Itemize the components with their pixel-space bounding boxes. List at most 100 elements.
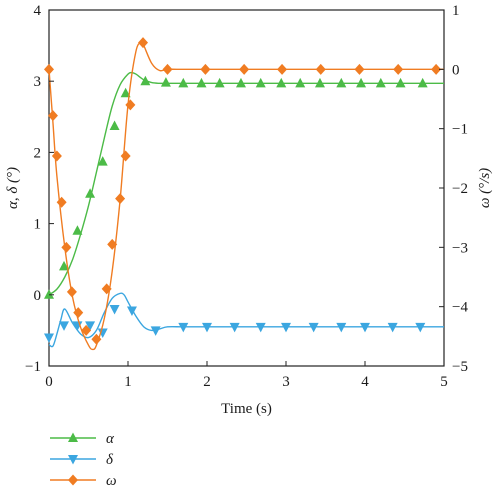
data-point [277,63,288,75]
y-left-tick-label: −1 [25,359,41,375]
data-point [417,77,428,88]
data-point [354,63,365,75]
data-point [356,77,367,88]
legend-marker [68,432,78,442]
y-right-tick-label: 0 [452,62,460,78]
data-point [178,77,189,88]
data-point [97,328,108,339]
data-point [200,63,211,75]
data-point [81,324,92,336]
data-point [85,188,96,198]
data-point [59,321,70,331]
data-point [109,120,120,131]
y-left-tick-label: 3 [34,74,42,90]
legend-item: δ [50,452,114,468]
x-tick-label: 4 [361,374,369,390]
y-left-tick-label: 2 [34,145,42,161]
data-point [431,63,442,75]
y-axis-left-label: α, δ (°) [5,167,21,209]
data-point [44,333,54,344]
data-point [314,77,325,88]
data-point [140,75,151,86]
y-left-tick-label: 4 [34,3,42,19]
legend-item: ω [50,473,117,489]
data-point [308,322,319,333]
series-layer [44,37,444,351]
data-point [255,322,266,333]
data-point [107,238,118,250]
data-point [138,37,149,49]
legend-item: α [50,431,115,447]
data-point [415,322,426,333]
y-right-tick-label: −3 [452,240,468,256]
data-point [85,321,96,331]
legend-marker [68,474,78,486]
data-point [120,87,131,98]
y-right-tick-label: −2 [452,181,468,197]
data-point [109,305,120,315]
data-point [162,63,173,75]
data-point [202,322,212,333]
data-point [387,322,398,333]
legend-marker [68,455,78,465]
data-point [59,260,70,271]
x-tick-label: 2 [203,374,211,390]
data-point [101,283,112,295]
series-line [48,41,444,351]
series-delta [44,292,444,348]
y-left-tick-label: 1 [34,217,42,233]
data-point [160,77,171,87]
data-point [44,289,54,299]
data-point [91,333,102,345]
y-left-tick-label: 0 [34,288,42,304]
plot-border [48,9,445,367]
x-tick-label: 3 [282,374,290,390]
y-right-tick-label: −1 [452,122,468,138]
data-point [56,196,67,208]
data-point [395,77,406,88]
data-point [72,225,83,235]
data-point [281,322,291,333]
series-line [48,292,444,348]
data-point [336,322,347,333]
data-point [295,77,306,88]
data-point [97,156,108,166]
data-point [115,193,126,205]
data-point [255,77,266,88]
data-point [61,241,72,253]
data-point [120,150,131,162]
plot-frame [48,9,445,367]
data-point [196,77,207,88]
data-point [239,63,250,75]
y-right-tick-label: −5 [452,359,468,375]
series-alpha [44,71,444,299]
legend: αδω [50,431,117,489]
x-tick-label: 5 [440,374,448,390]
data-point [51,150,62,162]
data-point [235,77,246,88]
series-omega [44,37,444,351]
y-right-tick-label: −4 [452,300,468,316]
x-axis-label: Time (s) [221,401,272,417]
y-right-tick-label: 1 [452,3,460,19]
x-tick-label: 0 [45,374,53,390]
legend-label: ω [106,473,117,489]
data-point [214,77,225,88]
data-point [229,322,240,333]
data-point [360,322,370,333]
data-point [44,63,54,75]
data-point [47,110,58,122]
data-point [150,326,161,336]
series-line [48,71,444,296]
data-point [393,63,404,75]
data-point [73,307,84,319]
data-point [125,99,136,111]
x-tick-label: 1 [124,374,132,390]
data-point [66,286,77,298]
legend-label: α [106,431,115,447]
data-point [336,77,347,88]
data-point [315,63,326,75]
